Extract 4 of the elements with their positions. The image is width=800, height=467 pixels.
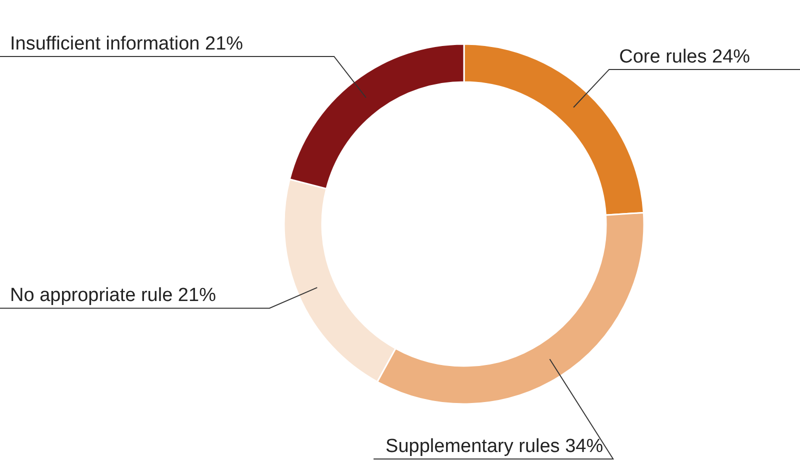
slice-label: Core rules 24% xyxy=(619,46,750,68)
slice-label: Supplementary rules 34% xyxy=(386,436,604,457)
slice-label: No appropriate rule 21% xyxy=(10,285,216,306)
slice-label: Insufficient information 21% xyxy=(10,33,244,54)
